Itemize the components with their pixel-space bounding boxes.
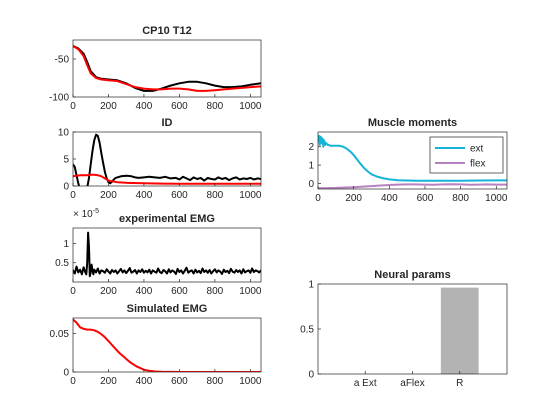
simulated-emg-axis-box: [72, 317, 262, 373]
cp10-t12-ytick-label: -100: [49, 93, 69, 104]
muscle-moments-series-ext-line: [318, 134, 507, 182]
id-xtick-label: 800: [207, 190, 224, 201]
simulated-emg-xtick-label: 1000: [239, 376, 262, 387]
id-series-2-line: [73, 173, 261, 185]
muscle-moments-legend-box: [429, 136, 504, 174]
experimental-emg-xtick-label: 400: [136, 286, 153, 297]
axes-experimental-emg: 0 200 400 600 800 1000 0.5 1 × 10-5 experimental …: [55, 208, 262, 297]
experimental-emg-xtick-label: 600: [171, 286, 188, 297]
cp10-t12-xtick-label: 1000: [239, 101, 262, 112]
axes-id: 0 200 400 600 800 1000 0 5 10 ID: [58, 117, 262, 201]
experimental-emg-exponent-label: × 10-5: [73, 208, 99, 220]
id-xtick-label: 200: [100, 190, 117, 201]
cp10-t12-title: CP10 T12: [142, 25, 192, 37]
id-xtick-label: 0: [70, 190, 76, 201]
muscle-moments-series-group: [318, 134, 507, 189]
muscle-moments-legend: ext flex: [429, 136, 504, 174]
experimental-emg-ytick-label: 1: [63, 239, 69, 250]
muscle-moments-xtick-label: 1000: [485, 193, 508, 204]
cp10-t12-xtick-label: 200: [100, 101, 117, 112]
muscle-moments-ytick-label: 2: [308, 142, 314, 153]
id-title: ID: [162, 117, 173, 129]
id-ytick-label: 10: [58, 128, 70, 139]
experimental-emg-xtick-label: 0: [70, 286, 76, 297]
cp10-t12-xtick-label: 800: [207, 101, 224, 112]
id-ytick-label: 5: [63, 155, 69, 166]
simulated-emg-ytick-label: 0.05: [50, 329, 70, 340]
simulated-emg-title: Simulated EMG: [127, 303, 208, 315]
experimental-emg-series-group: [73, 231, 261, 278]
cp10-t12-xtick-label: 0: [70, 101, 76, 112]
neural-params-category-label-aflex: aFlex: [400, 378, 424, 389]
muscle-moments-axis-box: [317, 131, 508, 190]
neural-params-ytick-label: 1: [308, 280, 314, 291]
neural-params-title: Neural params: [374, 269, 450, 281]
neural-params-category-label-r: R: [456, 378, 463, 389]
experimental-emg-axis-box: [72, 227, 262, 283]
simulated-emg-ytick-label: 0: [63, 368, 69, 379]
simulated-emg-series-1-line: [73, 318, 261, 372]
muscle-moments-xtick-label: 400: [381, 193, 398, 204]
id-xtick-label: 600: [171, 190, 188, 201]
muscle-moments-series-flex-line: [318, 183, 507, 189]
cp10-t12-series-1-line: [73, 45, 261, 92]
experimental-emg-exponent-base: × 10: [73, 209, 93, 220]
id-xtick-label: 1000: [239, 190, 262, 201]
cp10-t12-xtick-label: 600: [171, 101, 188, 112]
cp10-t12-series-group: [73, 45, 261, 92]
legend-label-ext: ext: [470, 144, 484, 155]
muscle-moments-title: Muscle moments: [368, 117, 457, 129]
id-series-1-line: [73, 133, 261, 186]
id-xtick-label: 400: [136, 190, 153, 201]
muscle-moments-xtick-label: 800: [452, 193, 469, 204]
cp10-t12-ytick-label: -50: [55, 55, 70, 66]
experimental-emg-xtick-label: 800: [207, 286, 224, 297]
muscle-moments-xtick-label: 200: [345, 193, 362, 204]
legend-label-flex: flex: [470, 159, 486, 170]
cp10-t12-axis-box: [72, 39, 262, 98]
cp10-t12-xtick-label: 400: [136, 101, 153, 112]
neural-params-ytick-label: 0.5: [300, 325, 314, 336]
experimental-emg-xtick-label: 200: [100, 286, 117, 297]
simulated-emg-xtick-label: 400: [136, 376, 153, 387]
id-series-group: [73, 133, 261, 186]
simulated-emg-xtick-label: 0: [70, 376, 76, 387]
simulated-emg-xtick-label: 200: [100, 376, 117, 387]
id-axis-box: [72, 131, 262, 187]
experimental-emg-exponent-power: -5: [93, 208, 99, 215]
id-ytick-label: 0: [63, 182, 69, 193]
muscle-moments-ytick-label: 0: [308, 179, 314, 190]
muscle-moments-xtick-label: 600: [417, 193, 434, 204]
experimental-emg-title: experimental EMG: [119, 213, 215, 225]
neural-params-category-label-a-ext: a Ext: [354, 378, 377, 389]
muscle-moments-ytick-label: 1: [308, 161, 314, 172]
axes-neural-params: a Ext aFlex R 0 0.5 1 Neural params: [300, 269, 508, 389]
simulated-emg-xtick-label: 800: [207, 376, 224, 387]
simulated-emg-series-group: [73, 318, 261, 372]
neural-params-bar-r: [440, 287, 479, 374]
axes-cp10-t12: 0 200 400 600 800 1000 -100 -50 CP10 T12: [49, 25, 262, 112]
experimental-emg-xtick-label: 1000: [239, 286, 262, 297]
simulated-emg-xtick-label: 600: [171, 376, 188, 387]
experimental-emg-series-1-line: [73, 231, 261, 278]
experimental-emg-ytick-label: 0.5: [55, 258, 69, 269]
axes-simulated-emg: 0 200 400 600 800 1000 0 0.05 Simulated EMG: [50, 303, 262, 387]
neural-params-axis-box: [317, 283, 508, 375]
neural-params-ytick-label: 0: [308, 370, 314, 381]
axes-muscle-moments: 0 200 400 600 800 1000 0 1 2 ext flex Muscle moment…: [308, 117, 507, 204]
cp10-t12-series-2-line: [73, 45, 261, 92]
muscle-moments-xtick-label: 0: [315, 193, 321, 204]
